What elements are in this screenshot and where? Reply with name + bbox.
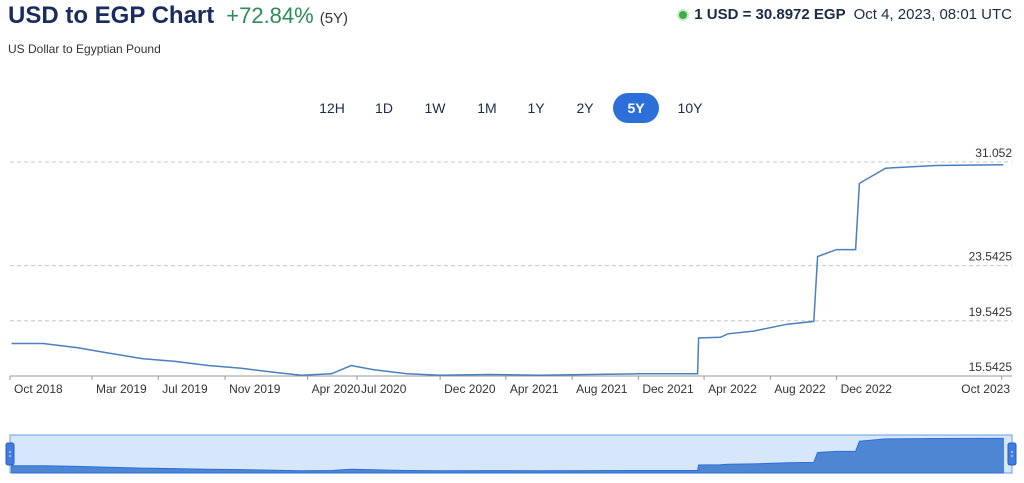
navigator	[5, 434, 1017, 474]
tab-1d[interactable]: 1D	[375, 100, 393, 116]
change-period: (5Y)	[319, 10, 349, 27]
tab-1w[interactable]: 1W	[424, 100, 446, 116]
range-tabs: 12H 1D 1W 1M 1Y 2Y 5Y 10Y	[0, 93, 1024, 125]
tab-10y[interactable]: 10Y	[677, 100, 703, 116]
tab-5y[interactable]: 5Y	[613, 93, 659, 123]
x-tick-label: Jul 2020	[361, 382, 407, 396]
chart-header: USD to EGP Chart +72.84% (5Y)	[8, 2, 348, 34]
y-tick-label: 23.5425	[969, 250, 1013, 264]
rate-value: 1 USD = 30.8972 EGP	[694, 6, 846, 23]
series-line-usd-egp	[11, 164, 1004, 376]
x-tick-label: Dec 2022	[841, 382, 893, 396]
y-tick-label: 31.052	[975, 146, 1012, 160]
tab-1y[interactable]: 1Y	[527, 100, 545, 116]
x-tick-label: Aug 2022	[774, 382, 826, 396]
change-percent: +72.84%	[226, 3, 314, 28]
page-subtitle: US Dollar to Egyptian Pound	[8, 42, 161, 56]
navigator-right-handle[interactable]	[1007, 442, 1017, 466]
navigator-series-area	[11, 437, 1004, 474]
x-tick-label: Apr 2022	[708, 382, 757, 396]
x-tick-label: Jul 2019	[162, 382, 208, 396]
x-tick-label: Oct 2023	[961, 382, 1010, 396]
x-tick-label: Mar 2019	[96, 382, 147, 396]
x-tick-label: Apr 2021	[510, 382, 559, 396]
tab-1m[interactable]: 1M	[477, 100, 497, 116]
x-tick-label: Apr 2020	[312, 382, 361, 396]
tab-12h[interactable]: 12H	[319, 100, 345, 116]
rate-timestamp: Oct 4, 2023, 08:01 UTC	[853, 6, 1012, 23]
x-tick-label: Dec 2020	[444, 382, 496, 396]
page-title: USD to EGP Chart	[8, 2, 215, 29]
x-tick-label: Dec 2021	[642, 382, 694, 396]
y-tick-label: 19.5425	[969, 305, 1013, 319]
live-indicator-icon	[679, 10, 688, 19]
x-tick-label: Aug 2021	[576, 382, 628, 396]
live-rate: 1 USD = 30.8972 EGP Oct 4, 2023, 08:01 U…	[679, 6, 1012, 23]
x-tick-label: Nov 2019	[229, 382, 281, 396]
tab-2y[interactable]: 2Y	[576, 100, 594, 116]
y-tick-label: 15.5425	[969, 360, 1013, 374]
x-tick-label: Oct 2018	[14, 382, 63, 396]
navigator-left-handle[interactable]	[5, 442, 15, 466]
